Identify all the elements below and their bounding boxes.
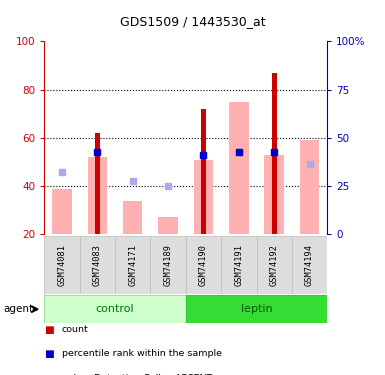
Text: GSM74081: GSM74081 [57, 244, 67, 286]
Bar [44, 236, 80, 294]
Bar [300, 140, 319, 234]
Text: GSM74171: GSM74171 [128, 244, 137, 286]
Text: GSM74191: GSM74191 [234, 244, 243, 286]
Text: GSM74192: GSM74192 [270, 244, 279, 286]
Bar [52, 189, 72, 234]
Bar [201, 109, 206, 234]
Text: leptin: leptin [241, 304, 272, 314]
Bar [151, 236, 186, 294]
Text: control: control [96, 304, 134, 314]
Text: value, Detection Call = ABSENT: value, Detection Call = ABSENT [62, 374, 212, 375]
Bar [115, 236, 151, 294]
Text: ■: ■ [44, 374, 54, 375]
Bar [186, 236, 221, 294]
Text: ■: ■ [44, 350, 54, 360]
Text: GSM74194: GSM74194 [305, 244, 314, 286]
Text: GSM74189: GSM74189 [164, 244, 172, 286]
Text: GSM74083: GSM74083 [93, 244, 102, 286]
Bar [229, 102, 249, 234]
Bar [186, 295, 327, 323]
Text: percentile rank within the sample: percentile rank within the sample [62, 350, 222, 358]
Bar [123, 201, 142, 234]
Bar [292, 236, 327, 294]
Text: GSM74190: GSM74190 [199, 244, 208, 286]
Text: agent: agent [4, 304, 34, 314]
Bar [264, 155, 284, 234]
Bar [80, 236, 115, 294]
Text: count: count [62, 325, 88, 334]
Bar [44, 295, 186, 323]
Bar [158, 217, 178, 234]
Bar [88, 157, 107, 234]
Text: ■: ■ [44, 325, 54, 335]
Bar [194, 159, 213, 234]
Bar [221, 236, 256, 294]
Bar [256, 236, 292, 294]
Bar [271, 73, 277, 234]
Bar [95, 133, 100, 234]
Text: GDS1509 / 1443530_at: GDS1509 / 1443530_at [120, 15, 265, 28]
